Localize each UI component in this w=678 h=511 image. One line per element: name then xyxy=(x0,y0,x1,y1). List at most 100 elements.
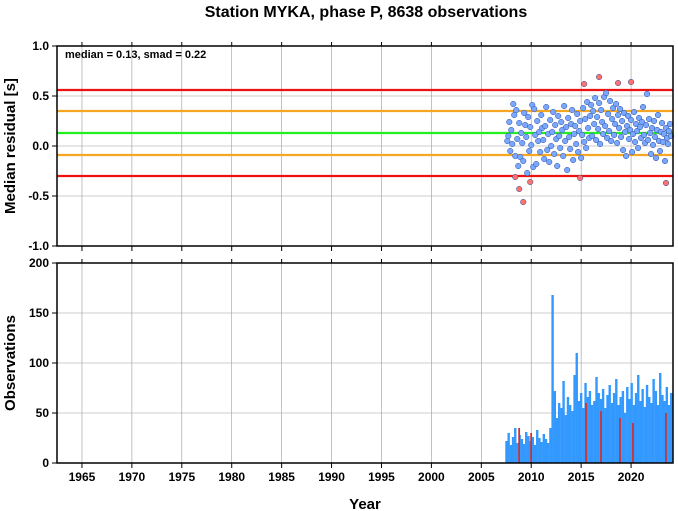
residual-point-blue xyxy=(616,124,623,132)
observation-bar-blue xyxy=(628,399,631,463)
observation-bar-blue xyxy=(568,405,572,463)
residual-point-blue xyxy=(560,152,567,160)
residual-point-blue xyxy=(549,128,556,136)
observation-bar-blue xyxy=(663,401,666,463)
residual-point-blue xyxy=(507,147,514,155)
residual-point-blue xyxy=(583,144,590,152)
observation-bar-blue xyxy=(542,434,546,463)
residual-point-blue xyxy=(561,102,568,110)
residual-point-blue xyxy=(521,109,528,117)
residual-ticks: 1.0 0.5 0.0 -0.5 -1.0 xyxy=(28,39,632,253)
residual-point-blue xyxy=(661,157,669,165)
observation-bar-blue xyxy=(520,439,524,463)
residual-point-blue xyxy=(620,146,627,154)
residual-point-blue xyxy=(516,119,523,127)
observation-bar-blue xyxy=(597,393,600,463)
observation-bar-blue xyxy=(656,405,660,463)
residual-point-blue xyxy=(650,117,658,125)
residual-point-blue xyxy=(629,148,636,156)
observation-bar-blue xyxy=(586,397,589,463)
observation-bar-blue xyxy=(525,432,528,463)
residual-point-blue xyxy=(606,127,613,135)
residual-point-blue xyxy=(602,122,609,130)
residual-point-blue xyxy=(615,111,622,119)
year-x-axis-label: Year xyxy=(349,496,381,511)
residual-point-red xyxy=(596,73,603,81)
residual-point-blue xyxy=(543,103,550,111)
residual-point-blue xyxy=(652,154,660,162)
observation-bar-blue xyxy=(641,389,644,463)
observation-bar-blue xyxy=(643,407,647,463)
observation-bar-blue xyxy=(645,385,649,463)
observation-bar-blue xyxy=(579,393,583,463)
residual-point-blue xyxy=(614,139,621,147)
x-tick-label: 2005 xyxy=(468,470,495,484)
residual-point-blue xyxy=(649,141,657,149)
residual-point-blue xyxy=(632,138,639,146)
observation-bar-blue xyxy=(670,393,673,463)
observation-bar-blue xyxy=(617,405,620,463)
residual-point-blue xyxy=(548,142,555,150)
residual-point-blue xyxy=(605,110,612,118)
residual-point-red xyxy=(520,198,527,206)
residual-point-blue xyxy=(513,106,520,114)
observation-bar-blue xyxy=(648,397,651,463)
residual-point-blue xyxy=(563,123,570,131)
observation-bar-blue xyxy=(661,395,664,463)
residual-point-blue xyxy=(628,116,635,124)
residual-point-blue xyxy=(664,140,672,148)
observation-bar-blue xyxy=(571,411,574,463)
residual-point-blue xyxy=(535,137,542,145)
residual-point-blue xyxy=(654,111,662,119)
observation-bar-blue xyxy=(538,438,541,463)
residual-point-blue xyxy=(594,113,601,121)
residual-point-blue xyxy=(508,126,515,134)
y-tick-label: 150 xyxy=(29,306,49,320)
residual-point-blue xyxy=(512,152,519,160)
residual-point-blue xyxy=(600,130,607,138)
residual-point-blue xyxy=(558,118,565,126)
observation-bar-blue xyxy=(667,405,671,463)
residual-point-blue xyxy=(546,158,553,166)
residual-point-blue xyxy=(624,122,631,130)
residual-point-blue xyxy=(542,122,549,130)
observation-bar-blue xyxy=(652,379,655,463)
observation-bar-blue xyxy=(606,395,609,463)
residual-point-blue xyxy=(625,112,632,120)
y-tick-label: -0.5 xyxy=(28,189,49,203)
y-tick-label: 1.0 xyxy=(32,39,49,53)
residual-point-blue xyxy=(581,138,588,146)
x-tick-label: 2020 xyxy=(618,470,645,484)
residual-point-red xyxy=(581,80,588,88)
residual-grid xyxy=(57,45,673,247)
residual-point-blue xyxy=(623,152,630,160)
observation-bar-blue xyxy=(555,418,559,463)
residual-point-red xyxy=(527,178,534,186)
residual-point-blue xyxy=(592,94,599,102)
residual-points xyxy=(504,73,675,206)
residual-point-blue xyxy=(612,120,619,128)
residual-point-blue xyxy=(506,118,513,126)
residual-point-red xyxy=(512,173,519,181)
residual-point-blue xyxy=(599,118,606,126)
observation-bar-blue xyxy=(582,408,585,463)
residual-point-blue xyxy=(547,116,554,124)
observation-bar-blue xyxy=(659,373,662,463)
residual-point-blue xyxy=(582,115,589,123)
residual-point-blue xyxy=(611,131,618,139)
y-tick-label: -1.0 xyxy=(28,239,49,253)
observation-bar-blue xyxy=(634,393,638,463)
observation-bar-blue xyxy=(637,375,640,463)
residual-point-blue xyxy=(536,128,543,136)
residual-panel: 1.0 0.5 0.0 -0.5 -1.0 median = 0.13, smad = … xyxy=(2,39,675,253)
residual-point-blue xyxy=(557,144,564,152)
x-tick-label: 1990 xyxy=(318,470,345,484)
residual-point-blue xyxy=(526,147,533,155)
y-tick-label: 50 xyxy=(36,406,50,420)
observation-bar-blue xyxy=(564,415,567,463)
observation-bar-red xyxy=(632,423,634,463)
observation-bar-red xyxy=(585,403,587,463)
observations-ticks: 1965 1970 1975 1980 1985 1990 1995 2000 2005 2010… xyxy=(29,256,645,484)
residual-point-blue xyxy=(626,135,633,143)
